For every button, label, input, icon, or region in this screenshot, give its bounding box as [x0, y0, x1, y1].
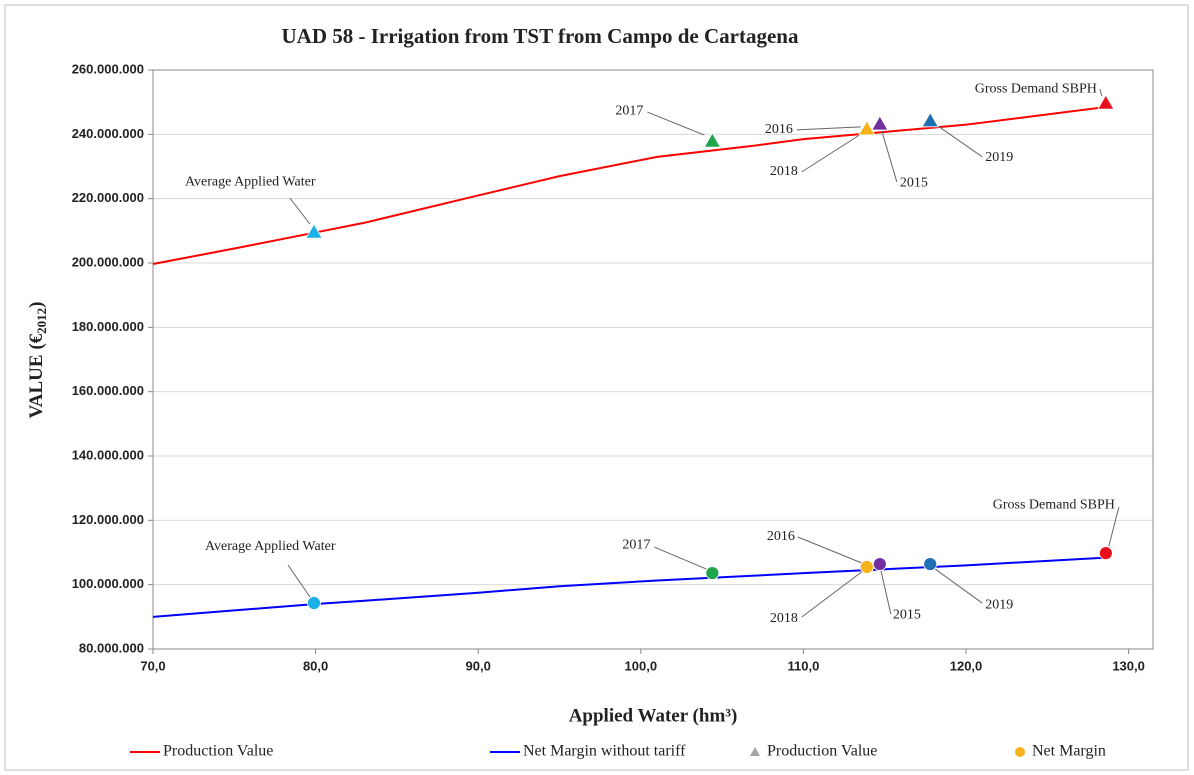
y-tick-label: 80.000.000: [79, 640, 144, 655]
point-label: 2016: [767, 529, 795, 544]
point-circle: [923, 557, 938, 571]
x-tick-label: 120,0: [950, 658, 983, 673]
point-triangle: [703, 132, 722, 148]
leader-line: [880, 569, 892, 615]
y-axis-label: VALUE (€2012): [26, 302, 49, 419]
series-line: [152, 556, 1106, 618]
point-triangle: [871, 115, 889, 131]
leader-line: [287, 564, 311, 598]
point-label: 2019: [985, 150, 1013, 165]
legend-marker: [1015, 747, 1025, 757]
leader-line: [801, 132, 864, 173]
x-axis-label: Applied Water (hm³): [569, 705, 738, 726]
y-tick-label: 140.000.000: [72, 447, 144, 462]
leader-line: [1099, 88, 1103, 97]
y-tick-label: 100.000.000: [72, 576, 144, 591]
leader-line: [935, 124, 983, 158]
leader-line: [934, 568, 983, 604]
y-tick-label: 220.000.000: [72, 190, 144, 205]
point-circle: [1098, 546, 1113, 561]
point-label: 2015: [893, 607, 921, 622]
legend-marker: [750, 747, 760, 756]
point-circle: [859, 560, 874, 574]
point-circle: [872, 557, 887, 571]
y-tick-label: 200.000.000: [72, 254, 144, 269]
point-triangle: [858, 120, 876, 136]
leader-line: [797, 536, 863, 564]
point-circle: [307, 596, 321, 610]
point-label: 2015: [900, 175, 928, 190]
legend-label: Net Margin without tariff: [523, 743, 686, 760]
legend-label: Production Value: [163, 743, 273, 760]
point-label: 2017: [622, 537, 650, 552]
plot-frame: [152, 69, 1154, 650]
point-triangle: [305, 223, 323, 239]
point-label: 2018: [770, 611, 798, 626]
leader-line: [796, 126, 861, 131]
point-label: 2018: [770, 164, 798, 179]
leader-line: [801, 570, 864, 618]
chart-border: [4, 4, 1189, 771]
x-tick-label: 100,0: [625, 658, 658, 673]
y-tick-label: 180.000.000: [72, 319, 144, 334]
leader-line: [881, 130, 898, 183]
x-tick-label: 90,0: [466, 658, 491, 673]
legend-label: Production Value: [767, 743, 877, 760]
x-tick-label: 130,0: [1112, 658, 1145, 673]
x-tick-label: 110,0: [787, 658, 819, 673]
y-tick-label: 120.000.000: [72, 512, 144, 527]
point-label: Gross Demand SBPH: [975, 81, 1097, 96]
x-tick-label: 70,0: [140, 658, 165, 673]
point-label: Gross Demand SBPH: [993, 497, 1115, 512]
leader-line: [647, 111, 705, 136]
y-tick-label: 260.000.000: [72, 61, 144, 76]
leader-line: [289, 197, 311, 225]
y-tick-label: 160.000.000: [72, 383, 144, 398]
point-label: 2017: [615, 103, 643, 118]
leader-line: [654, 546, 707, 570]
point-label: 2016: [765, 122, 793, 137]
point-triangle: [1097, 94, 1115, 110]
point-label: Average Applied Water: [205, 539, 336, 554]
x-tick-label: 80,0: [303, 658, 328, 673]
point-triangle: [921, 112, 939, 128]
chart-title: UAD 58 - Irrigation from TST from Campo …: [281, 24, 799, 48]
leader-line: [1108, 507, 1120, 547]
point-label: 2019: [985, 597, 1013, 612]
y-tick-label: 240.000.000: [72, 126, 144, 141]
point-label: Average Applied Water: [185, 174, 316, 189]
series-line: [152, 105, 1106, 265]
point-circle: [705, 566, 720, 580]
legend-label: Net Margin: [1032, 743, 1106, 760]
